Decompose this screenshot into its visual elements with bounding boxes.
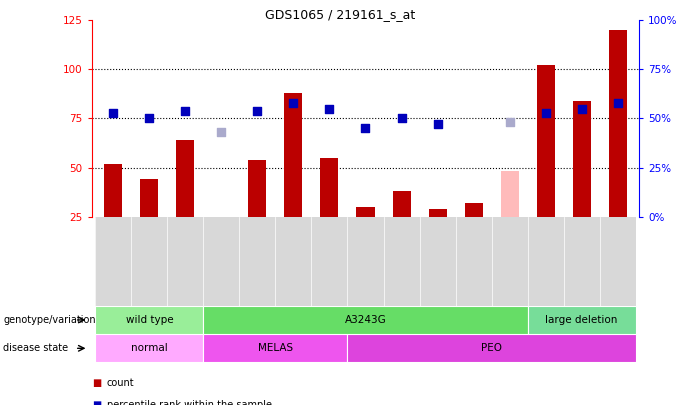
Text: normal: normal xyxy=(131,343,168,353)
Bar xyxy=(239,217,275,306)
Point xyxy=(396,115,407,122)
Bar xyxy=(420,217,456,306)
Text: ■: ■ xyxy=(92,400,101,405)
Text: MELAS: MELAS xyxy=(258,343,293,353)
Point xyxy=(612,100,623,106)
Bar xyxy=(95,334,203,362)
Bar xyxy=(428,209,447,217)
Text: A3243G: A3243G xyxy=(345,315,386,325)
Bar xyxy=(105,164,122,217)
Text: count: count xyxy=(107,378,135,388)
Text: PEO: PEO xyxy=(481,343,502,353)
Text: GDS1065 / 219161_s_at: GDS1065 / 219161_s_at xyxy=(265,8,415,21)
Bar xyxy=(500,171,519,217)
Point xyxy=(576,105,587,112)
Point xyxy=(288,100,299,106)
Point xyxy=(540,109,551,116)
Bar xyxy=(347,334,636,362)
Bar xyxy=(95,306,203,334)
Bar xyxy=(528,217,564,306)
Bar xyxy=(176,140,194,217)
Text: large deletion: large deletion xyxy=(545,315,617,325)
Point xyxy=(216,129,227,135)
Bar xyxy=(131,217,167,306)
Point xyxy=(108,109,119,116)
Point xyxy=(144,115,155,122)
Bar xyxy=(284,93,303,217)
Bar xyxy=(203,217,239,306)
Point xyxy=(360,125,371,132)
Bar xyxy=(456,217,492,306)
Bar xyxy=(311,217,347,306)
Bar xyxy=(492,217,528,306)
Text: ■: ■ xyxy=(92,378,101,388)
Bar xyxy=(356,207,375,217)
Text: genotype/variation: genotype/variation xyxy=(3,315,96,325)
Bar xyxy=(167,217,203,306)
Bar xyxy=(464,203,483,217)
Bar xyxy=(600,217,636,306)
Bar xyxy=(573,101,591,217)
Point xyxy=(252,107,263,114)
Bar xyxy=(203,306,528,334)
Bar xyxy=(609,30,626,217)
Bar xyxy=(537,66,555,217)
Bar xyxy=(248,160,267,217)
Bar xyxy=(347,217,384,306)
Bar xyxy=(140,179,158,217)
Text: wild type: wild type xyxy=(126,315,173,325)
Text: disease state: disease state xyxy=(3,343,69,353)
Bar xyxy=(275,217,311,306)
Bar xyxy=(203,334,347,362)
Bar xyxy=(564,217,600,306)
Point xyxy=(504,119,515,126)
Point xyxy=(432,121,443,128)
Point xyxy=(324,105,335,112)
Bar xyxy=(95,217,131,306)
Bar xyxy=(320,158,339,217)
Point xyxy=(180,107,191,114)
Text: percentile rank within the sample: percentile rank within the sample xyxy=(107,400,272,405)
Bar xyxy=(392,191,411,217)
Bar xyxy=(528,306,636,334)
Bar xyxy=(384,217,420,306)
